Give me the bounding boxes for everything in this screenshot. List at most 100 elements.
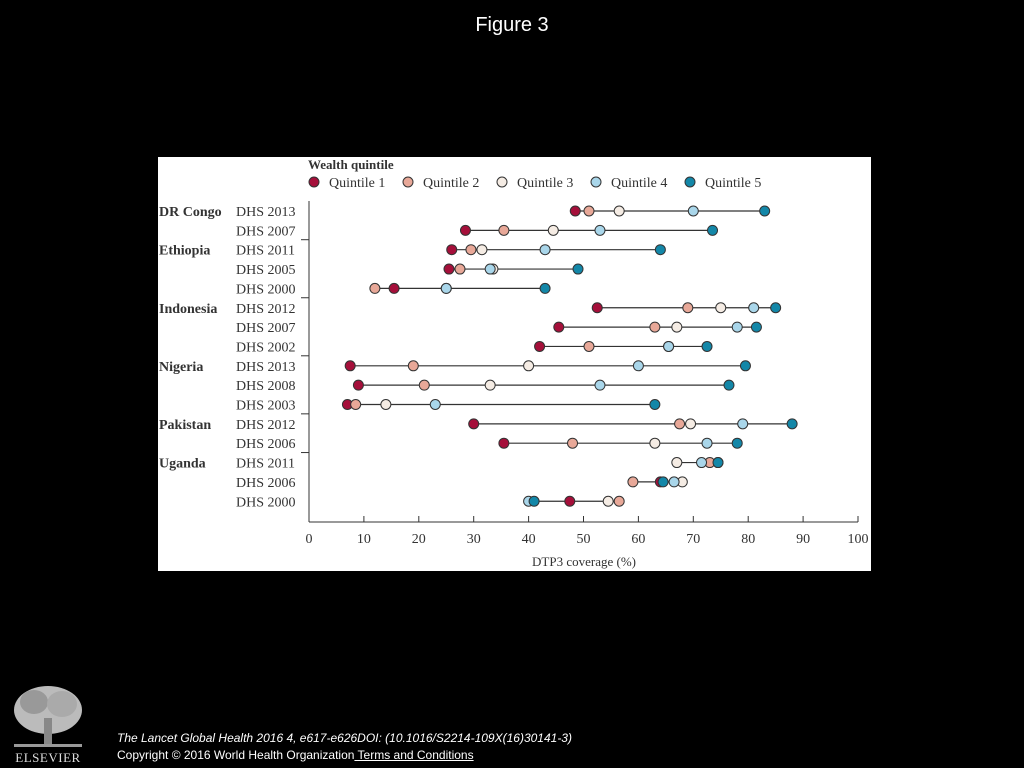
data-point [468, 418, 480, 430]
legend-marker [496, 176, 508, 188]
data-point [759, 205, 771, 217]
data-point [344, 360, 356, 372]
survey-label: DHS 2006 [236, 476, 296, 491]
data-point [539, 282, 551, 294]
x-tick-label: 10 [357, 532, 371, 547]
data-point [484, 263, 496, 275]
data-point [484, 379, 496, 391]
elsevier-tree-logo: ELSEVIER [8, 680, 88, 765]
data-point [446, 244, 458, 256]
data-point [627, 476, 639, 488]
data-point [418, 379, 430, 391]
data-point [547, 224, 559, 236]
country-label: Indonesia [159, 302, 217, 317]
survey-label: DHS 2000 [236, 495, 296, 510]
data-point [748, 302, 760, 314]
survey-label: DHS 2013 [236, 360, 296, 375]
data-point [687, 205, 699, 217]
legend-title: Wealth quintile [308, 157, 394, 172]
data-point [668, 476, 680, 488]
data-point [682, 302, 694, 314]
data-point [369, 282, 381, 294]
data-point [553, 321, 565, 333]
legend-marker [590, 176, 602, 188]
data-point [380, 399, 392, 410]
x-axis-label: DTP3 coverage (%) [532, 554, 636, 569]
data-point [498, 437, 510, 449]
data-point [739, 360, 751, 372]
x-tick-label: 50 [577, 532, 591, 547]
data-point [786, 418, 798, 430]
legend-label: Quintile 3 [517, 176, 573, 191]
data-point [594, 379, 606, 391]
country-label: Pakistan [159, 418, 211, 433]
data-point [523, 360, 535, 372]
x-tick-label: 100 [848, 532, 869, 547]
legend-label: Quintile 4 [611, 176, 667, 191]
data-point [528, 495, 540, 507]
data-point [429, 399, 441, 410]
survey-label: DHS 2012 [236, 302, 296, 317]
survey-label: DHS 2000 [236, 282, 296, 297]
data-point [696, 457, 708, 469]
survey-label: DHS 2002 [236, 340, 296, 355]
data-point [591, 302, 603, 314]
data-point [440, 282, 452, 294]
legend-marker [402, 176, 414, 188]
data-point [723, 379, 735, 391]
data-point [649, 437, 661, 449]
data-point [352, 379, 364, 391]
data-point [407, 360, 419, 372]
survey-label: DHS 2005 [236, 263, 296, 278]
figure-title: Figure 3 [475, 14, 549, 36]
data-point [731, 437, 743, 449]
data-point [583, 340, 595, 352]
data-point [701, 437, 713, 449]
data-point [671, 321, 683, 333]
legend-marker [308, 176, 320, 188]
dot-plot-chart: Wealth quintile Quintile 1 Quintile 2 Quint… [159, 157, 869, 569]
x-tick-label: 30 [467, 532, 481, 547]
data-point [649, 321, 661, 333]
country-label: Uganda [159, 457, 206, 472]
data-point [663, 340, 675, 352]
copyright-text: Copyright © 2016 World Health Organizati… [117, 748, 355, 762]
survey-label: DHS 2006 [236, 437, 296, 452]
x-tick-label: 80 [741, 532, 755, 547]
data-point [654, 244, 666, 256]
data-point [613, 495, 625, 507]
data-point [671, 457, 683, 469]
data-point [712, 457, 724, 469]
survey-label: DHS 2007 [236, 224, 296, 239]
country-label: Nigeria [159, 360, 203, 375]
data-point [649, 399, 661, 410]
data-point [459, 224, 471, 236]
legend-label: Quintile 2 [423, 176, 479, 191]
data-point [443, 263, 455, 275]
data-point [567, 437, 579, 449]
x-tick-label: 20 [412, 532, 426, 547]
footer-citation: The Lancet Global Health 2016 4, e617-e6… [117, 731, 572, 745]
terms-link[interactable]: Terms and Conditions [354, 748, 474, 762]
data-point [454, 263, 466, 275]
data-point [476, 244, 488, 256]
data-point [465, 244, 477, 256]
data-point [350, 399, 362, 410]
data-point [569, 205, 581, 217]
data-point [583, 205, 595, 217]
survey-label: DHS 2011 [236, 244, 295, 259]
data-point [657, 476, 669, 488]
data-point [613, 205, 625, 217]
data-point [498, 224, 510, 236]
x-tick-label: 90 [796, 532, 810, 547]
x-tick-label: 0 [306, 532, 313, 547]
footer-copyright: Copyright © 2016 World Health Organizati… [117, 748, 474, 762]
survey-label: DHS 2011 [236, 457, 295, 472]
survey-label: DHS 2012 [236, 418, 296, 433]
svg-text:ELSEVIER: ELSEVIER [15, 750, 80, 765]
data-point [731, 321, 743, 333]
country-label: DR Congo [159, 205, 222, 220]
survey-label: DHS 2013 [236, 205, 296, 220]
country-label: Ethiopia [159, 244, 210, 259]
data-point [715, 302, 727, 314]
